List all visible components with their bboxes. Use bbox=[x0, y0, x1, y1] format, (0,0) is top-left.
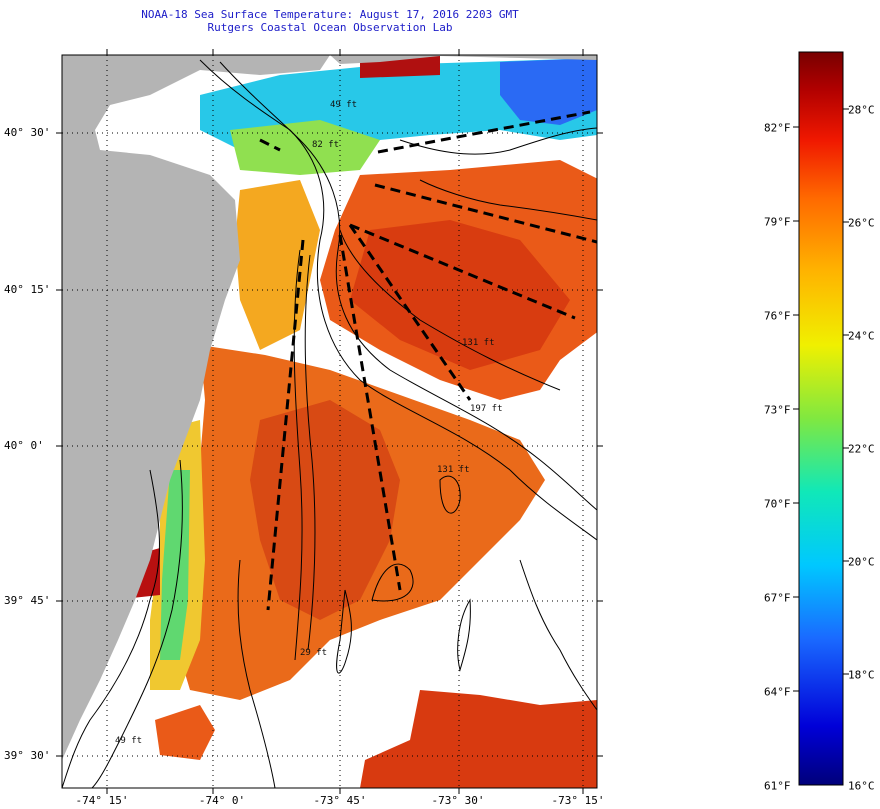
map-frame bbox=[61, 54, 598, 789]
lon-label: -74° 0' bbox=[198, 794, 246, 807]
lat-label: 40° 30' bbox=[4, 126, 51, 139]
sst-red-se bbox=[360, 690, 597, 788]
colorbar-c-label: 26°C bbox=[848, 216, 875, 230]
colorbar-f-label: 82°F bbox=[764, 121, 791, 135]
contour-label: 131 ft bbox=[462, 338, 495, 348]
colorbar-c-label: 28°C bbox=[848, 103, 875, 117]
contour-label: 29 ft bbox=[300, 648, 328, 658]
lon-label: -73° 15' bbox=[551, 794, 605, 807]
contour-label: 82 ft bbox=[312, 140, 340, 150]
colorbar-c-label: 20°C bbox=[848, 555, 875, 569]
contour-label: 131 ft bbox=[437, 465, 470, 475]
bathymetry-contours bbox=[62, 59, 597, 788]
colorbar-ticks bbox=[793, 108, 849, 692]
contour-label: 49 ft bbox=[115, 736, 143, 746]
colorbar-f-label: 64°F bbox=[764, 685, 791, 699]
graticule bbox=[62, 55, 597, 788]
dashed-transects bbox=[259, 110, 597, 611]
sst-red-core bbox=[350, 220, 570, 370]
lat-label: 40° 0' bbox=[4, 439, 44, 452]
contour-label: 49 ft bbox=[330, 100, 358, 110]
colorbar-c-label: 24°C bbox=[848, 329, 875, 343]
lon-label: -74° 15' bbox=[75, 794, 129, 807]
map-subtitle: Rutgers Coastal Ocean Observation Lab bbox=[207, 21, 453, 34]
lon-label: -73° 30' bbox=[431, 794, 485, 807]
land-long-island bbox=[330, 55, 597, 64]
colorbar-f-label: 79°F bbox=[764, 215, 791, 229]
contour-label: 197 ft bbox=[470, 404, 503, 414]
colorbar-c-label: 18°C bbox=[848, 668, 875, 682]
lat-label: 39° 30' bbox=[4, 749, 51, 762]
colorbar bbox=[798, 51, 844, 786]
sst-red-south bbox=[250, 400, 400, 620]
map-ticks bbox=[56, 49, 603, 794]
map-title: NOAA-18 Sea Surface Temperature: August … bbox=[141, 8, 519, 21]
lat-label: 40° 15' bbox=[4, 283, 51, 296]
sst-yellow-coast bbox=[235, 180, 320, 350]
colorbar-f-label: 76°F bbox=[764, 309, 791, 323]
colorbar-max-c: 16°C bbox=[848, 779, 875, 793]
colorbar-f-label: 73°F bbox=[764, 403, 791, 417]
colorbar-f-label: 70°F bbox=[764, 497, 791, 511]
sst-blue-north bbox=[500, 58, 597, 125]
lon-label: -73° 45' bbox=[313, 794, 367, 807]
colorbar-f-label: 67°F bbox=[764, 591, 791, 605]
colorbar-min-f: 61°F bbox=[764, 779, 791, 793]
lat-label: 39° 45' bbox=[4, 594, 51, 607]
sst-orange-sw bbox=[155, 705, 215, 760]
land-mass bbox=[62, 55, 330, 760]
colorbar-c-label: 22°C bbox=[848, 442, 875, 456]
